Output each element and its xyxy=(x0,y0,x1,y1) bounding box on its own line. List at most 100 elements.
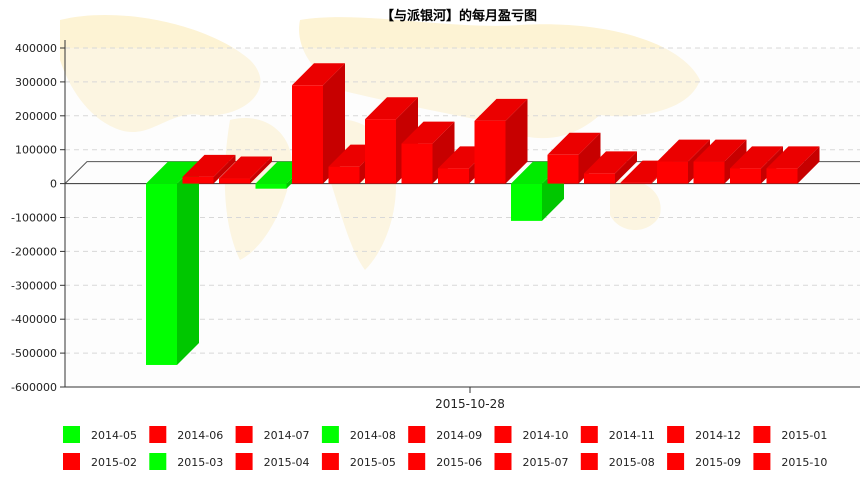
legend-label: 2015-07 xyxy=(523,456,569,469)
bar-front xyxy=(730,168,761,184)
legend-swatch xyxy=(408,426,426,443)
legend-swatch xyxy=(321,426,339,443)
legend-label: 2015-03 xyxy=(177,456,223,469)
y-tick-label: -100000 xyxy=(11,212,57,225)
bar-2015-04[interactable] xyxy=(547,132,601,184)
legend-label: 2015-10 xyxy=(781,456,827,469)
legend-label: 2015-06 xyxy=(436,456,482,469)
legend-swatch xyxy=(235,426,253,443)
legend-item-2015-04[interactable]: 2015-04 xyxy=(235,453,310,470)
bar-top xyxy=(693,139,747,162)
legend-swatch xyxy=(580,426,598,443)
legend-item-2015-01[interactable]: 2015-01 xyxy=(753,426,827,443)
legend-item-2014-08[interactable]: 2014-08 xyxy=(321,426,396,443)
map-shape-1 xyxy=(224,118,292,260)
legend-swatch xyxy=(753,453,771,470)
legend-label: 2014-10 xyxy=(523,429,569,442)
bar-2014-07[interactable] xyxy=(219,156,272,184)
bar-front xyxy=(146,183,177,365)
bar-2015-10[interactable] xyxy=(766,146,820,184)
legend-swatch xyxy=(667,426,685,443)
bar-side xyxy=(213,154,236,184)
bar-front xyxy=(584,173,615,184)
bar-side xyxy=(505,98,528,184)
legend-label: 2015-09 xyxy=(695,456,741,469)
y-tick-label: -200000 xyxy=(11,245,57,258)
bar-top xyxy=(657,139,710,162)
bar-side xyxy=(797,146,820,184)
legend-label: 2014-05 xyxy=(91,429,137,442)
bar-side xyxy=(250,156,272,184)
bar-front xyxy=(511,183,542,221)
map-shape-0 xyxy=(60,14,261,133)
bar-front xyxy=(182,176,214,184)
bar-top xyxy=(182,154,236,177)
bar-front xyxy=(766,168,798,184)
y-tick-label: -300000 xyxy=(11,279,57,292)
legend-item-2014-11[interactable]: 2014-11 xyxy=(580,426,655,443)
legend-item-2015-08[interactable]: 2015-08 xyxy=(580,453,655,470)
legend-label: 2015-02 xyxy=(91,456,137,469)
bar-top xyxy=(219,156,272,179)
legend-item-2014-05[interactable]: 2014-05 xyxy=(63,426,137,443)
legend-label: 2014-12 xyxy=(695,429,741,442)
bar-front xyxy=(401,143,433,184)
bar-front xyxy=(657,161,688,184)
x-category-label: 2015-10-28 xyxy=(435,397,505,411)
bar-2014-06[interactable] xyxy=(182,154,236,184)
legend-item-2015-07[interactable]: 2015-07 xyxy=(494,453,569,470)
legend-item-2015-09[interactable]: 2015-09 xyxy=(667,453,741,470)
legend-item-2015-10[interactable]: 2015-10 xyxy=(753,453,827,470)
legend-swatch xyxy=(321,453,339,470)
legend-item-2014-09[interactable]: 2014-09 xyxy=(408,426,482,443)
y-tick-label: 100000 xyxy=(15,144,57,157)
bar-front xyxy=(438,168,469,184)
chart-title: 【与派银河】的每月盈亏图 xyxy=(381,8,537,24)
legend-label: 2015-04 xyxy=(264,456,310,469)
legend-label: 2014-11 xyxy=(609,429,655,442)
y-tick-label: -500000 xyxy=(11,347,57,360)
legend-item-2014-07[interactable]: 2014-07 xyxy=(235,426,310,443)
legend-item-2014-10[interactable]: 2014-10 xyxy=(494,426,569,443)
bar-front xyxy=(693,161,725,184)
legend-label: 2014-09 xyxy=(436,429,482,442)
legend-swatch xyxy=(580,453,598,470)
bar-side xyxy=(323,63,345,184)
bars xyxy=(146,63,820,365)
legend-item-2014-06[interactable]: 2014-06 xyxy=(149,426,223,443)
bar-2014-12[interactable] xyxy=(401,121,455,184)
legend-item-2014-12[interactable]: 2014-12 xyxy=(667,426,741,443)
bar-2014-05[interactable] xyxy=(146,161,199,365)
y-tick-label: -400000 xyxy=(11,313,57,326)
bar-front xyxy=(547,154,579,184)
bar-2014-09[interactable] xyxy=(292,63,345,184)
bar-top xyxy=(730,146,783,169)
legend-label: 2015-08 xyxy=(609,456,655,469)
legend-item-2015-03[interactable]: 2015-03 xyxy=(149,453,223,470)
map-shape-2 xyxy=(299,17,700,139)
bar-side xyxy=(177,161,199,365)
legend-swatch xyxy=(235,453,253,470)
y-tick-label: 400000 xyxy=(15,42,57,55)
y-tick-label: 300000 xyxy=(15,76,57,89)
legend-swatch xyxy=(667,453,685,470)
bar-2015-02[interactable] xyxy=(474,98,528,184)
bar-top xyxy=(474,98,528,121)
legend-swatch xyxy=(149,453,167,470)
bar-top xyxy=(766,146,820,169)
bar-side xyxy=(615,151,637,184)
bar-2015-05[interactable] xyxy=(584,151,637,184)
bar-side xyxy=(578,132,601,184)
legend-item-2015-06[interactable]: 2015-06 xyxy=(408,453,482,470)
legend-swatch xyxy=(408,453,426,470)
legend-item-2015-05[interactable]: 2015-05 xyxy=(321,453,396,470)
y-tick-label: 200000 xyxy=(15,110,57,123)
bar-top xyxy=(584,151,637,174)
legend-swatch xyxy=(63,426,80,443)
legend-swatch xyxy=(63,453,80,470)
map-shape-4 xyxy=(610,179,661,230)
legend-swatch xyxy=(753,426,771,443)
legend-label: 2015-05 xyxy=(350,456,396,469)
legend-item-2015-02[interactable]: 2015-02 xyxy=(63,453,137,470)
